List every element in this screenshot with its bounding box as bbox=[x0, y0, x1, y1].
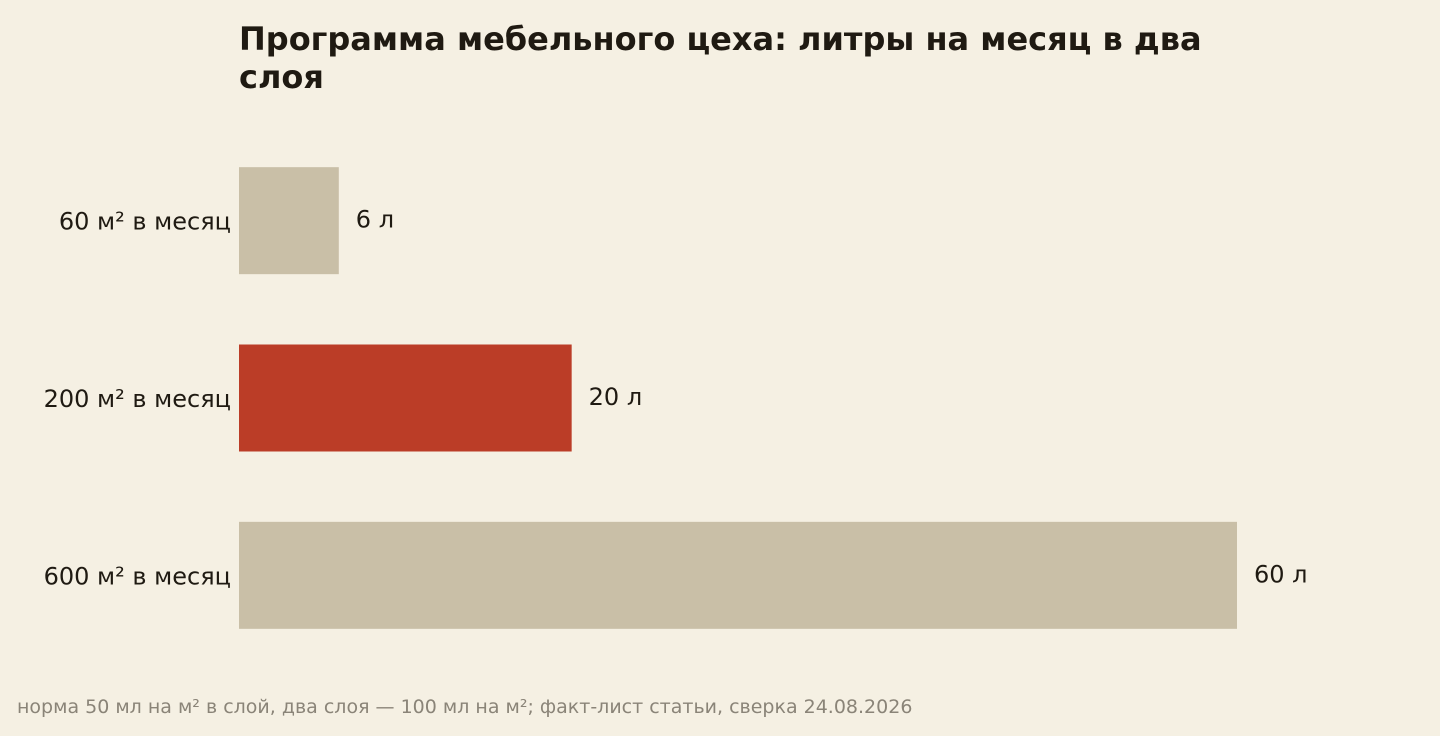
bar bbox=[239, 521, 1237, 629]
value-label: 6 л bbox=[356, 206, 394, 234]
chart-note: норма 50 мл на м² в слой, два слоя — 100… bbox=[17, 696, 913, 718]
bar bbox=[239, 344, 572, 452]
y-tick-label: 200 м² в месяц bbox=[44, 385, 231, 413]
bar bbox=[239, 167, 339, 275]
y-tick-label: 600 м² в месяц bbox=[44, 562, 231, 590]
value-label: 60 л bbox=[1254, 560, 1308, 588]
chart-title: Программа мебельного цеха: литры на меся… bbox=[239, 20, 1202, 96]
y-tick-label: 60 м² в месяц bbox=[59, 208, 231, 236]
value-label: 20 л bbox=[589, 383, 643, 411]
